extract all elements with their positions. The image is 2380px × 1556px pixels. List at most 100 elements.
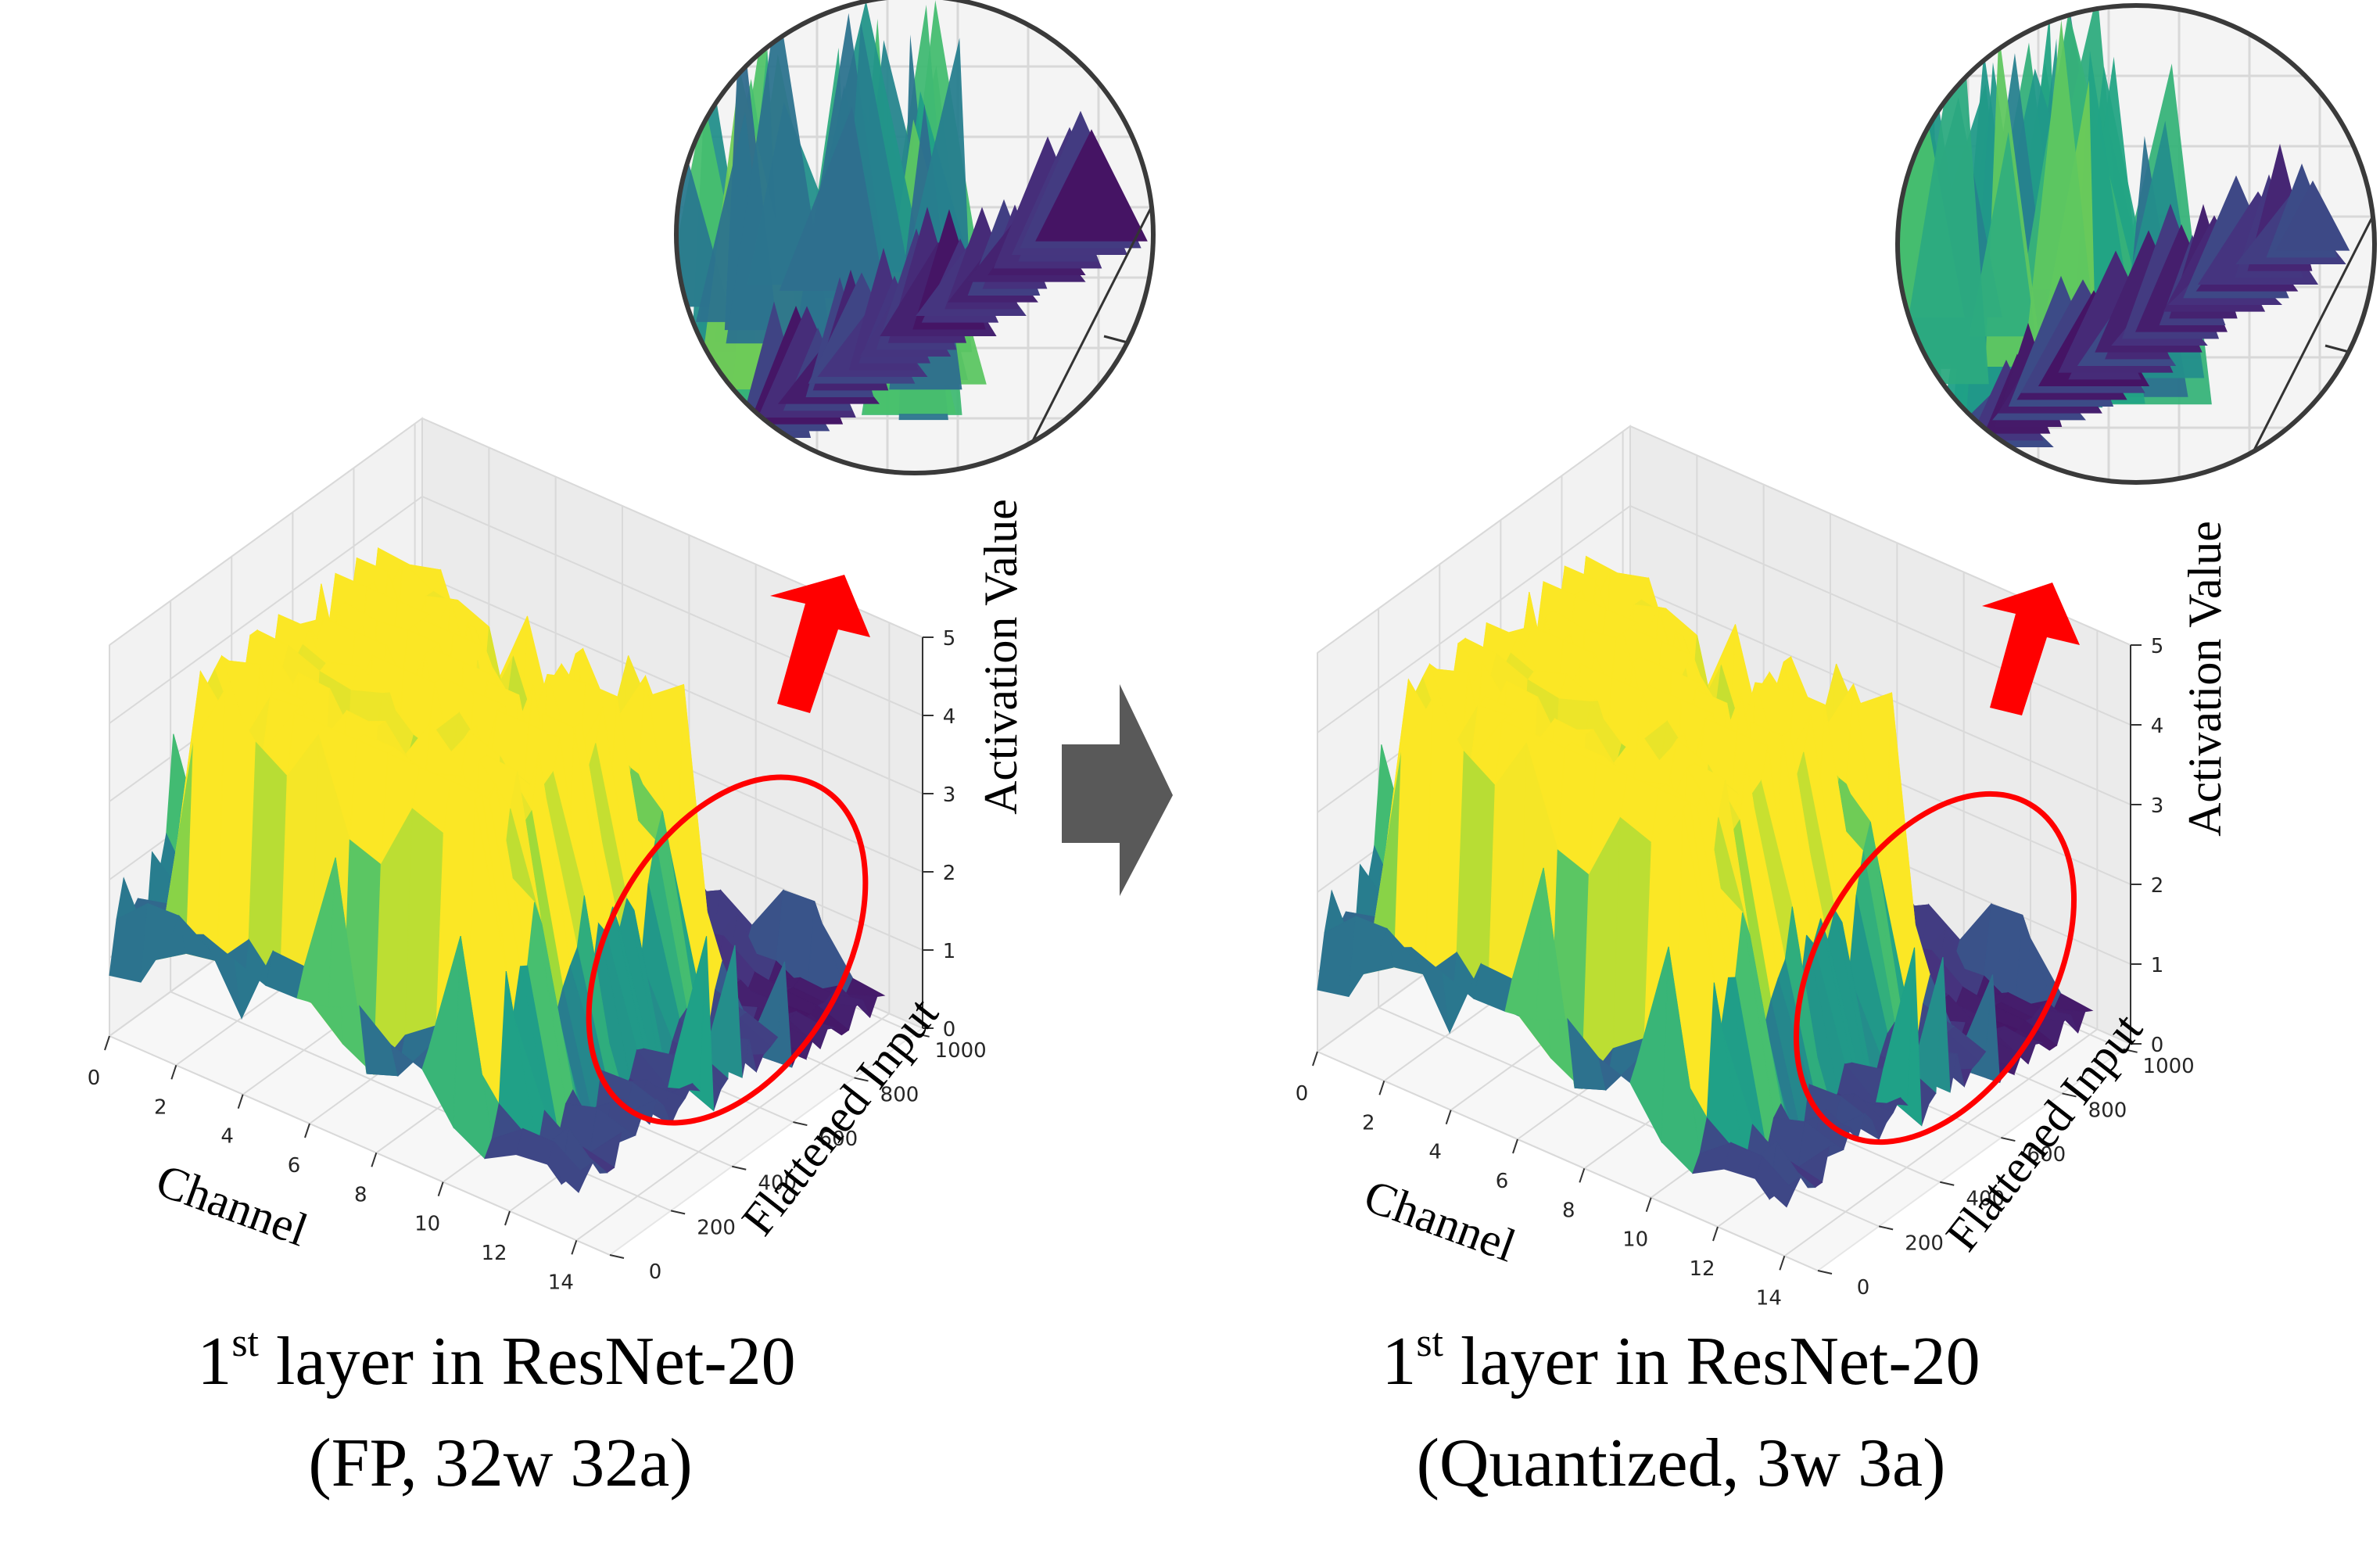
x-tick-mark — [304, 1123, 310, 1138]
surface-facet — [547, 1141, 586, 1193]
zoom-tick-mark — [2276, 438, 2301, 447]
x-tick-mark — [237, 1094, 244, 1109]
z-tick-label: 0 — [943, 1018, 956, 1042]
y-tick-labels: 0 200 400 600 800 1000 — [1817, 1048, 2195, 1300]
y-tick-label: 800 — [880, 1083, 919, 1106]
y-tick-mark — [1878, 1225, 1894, 1231]
x-tick-label: 0 — [88, 1067, 101, 1090]
z-tick-label: 3 — [943, 783, 956, 807]
surface-plot — [1317, 555, 2094, 1208]
y-tick-label: 400 — [1966, 1188, 2005, 1211]
y-tick-label: 1000 — [2143, 1055, 2195, 1078]
highlight-ellipse — [586, 774, 869, 1126]
caption-superscript: st — [1416, 1321, 1443, 1365]
y-tick-label: 600 — [819, 1128, 858, 1151]
z-tick-label: 3 — [2151, 794, 2164, 818]
x-tick-labels: 0 2 4 6 8 10 12 14 — [88, 1035, 578, 1294]
zoom-tick-label: 800 — [1137, 339, 1196, 375]
zoom-tick-label: 600 — [1088, 433, 1148, 469]
y-tick-mark — [1817, 1270, 1833, 1275]
x-tick-label: 6 — [288, 1154, 301, 1178]
x-tick-mark — [1779, 1256, 1786, 1271]
caption-rest: layer in ResNet-20 — [1443, 1324, 1980, 1400]
zoom-tick-label: 1000 — [1185, 246, 1265, 281]
y-tick-label: 800 — [2088, 1099, 2127, 1122]
increase-arrow-icon — [770, 575, 870, 713]
caption-line-2: (Quantized, 3w 3a) — [1417, 1425, 1946, 1501]
caption-number: 1 — [1382, 1324, 1416, 1400]
zoom-frame — [1895, 3, 2377, 485]
x-tick-label: 8 — [354, 1183, 367, 1206]
surface-facet — [1755, 1155, 1794, 1208]
y-tick-mark — [732, 1165, 747, 1171]
y-tick-label: 200 — [697, 1216, 736, 1239]
zoom-tick-mark — [1055, 428, 1080, 438]
x-tick-label: 10 — [414, 1213, 440, 1236]
x-tick-mark — [571, 1240, 578, 1255]
caption-line-1: 1st layer in ResNet-20 — [1382, 1321, 1980, 1400]
x-tick-mark — [1645, 1197, 1652, 1212]
x-tick-mark — [1312, 1051, 1318, 1067]
y-tick-mark — [609, 1254, 625, 1259]
z-tick-label: 4 — [943, 705, 956, 729]
caption-superscript: st — [231, 1321, 259, 1365]
x-tick-mark — [1445, 1110, 1452, 1124]
caption-line-1: 1st layer in ResNet-20 — [197, 1321, 795, 1400]
z-tick-label: 4 — [2151, 715, 2164, 738]
x-tick-mark — [1579, 1168, 1586, 1183]
z-tick-label: 1 — [943, 940, 956, 963]
y-tick-mark — [854, 1077, 869, 1082]
x-tick-label: 2 — [1362, 1111, 1375, 1135]
y-tick-mark — [670, 1210, 686, 1215]
zoom-tick-label: 800 — [2358, 349, 2380, 385]
y-tick-mark — [1940, 1181, 1955, 1186]
z-tick-label: 2 — [2151, 874, 2164, 898]
x-tick-label: 0 — [1296, 1082, 1309, 1106]
x-tick-labels: 0 2 4 6 8 10 12 14 — [1296, 1051, 1786, 1310]
z-tick-label: 5 — [2151, 635, 2164, 658]
caption-rest: layer in ResNet-20 — [259, 1324, 796, 1400]
z-axis-label: Activation Value — [2179, 521, 2231, 837]
zoom-tick-mark — [2324, 344, 2350, 353]
z-tick-label: 0 — [2151, 1034, 2164, 1057]
x-tick-label: 4 — [1428, 1141, 1442, 1164]
zoom-tick-mark — [1152, 241, 1153, 250]
x-tick-label: 4 — [220, 1125, 234, 1149]
highlight-ellipse — [1793, 791, 2077, 1145]
x-tick-mark — [1378, 1081, 1385, 1095]
y-tick-label: 200 — [1905, 1232, 1944, 1255]
x-tick-mark — [104, 1035, 110, 1051]
increase-arrow-icon — [1982, 583, 2080, 715]
y-tick-label: 600 — [2027, 1143, 2066, 1167]
x-tick-label: 8 — [1562, 1199, 1575, 1222]
z-tick-label: 5 — [943, 627, 956, 651]
z-tick-label: 2 — [943, 862, 956, 885]
x-tick-label: 2 — [154, 1095, 167, 1119]
y-tick-label: 1000 — [935, 1039, 987, 1063]
x-tick-label: 12 — [1689, 1257, 1715, 1281]
x-tick-mark — [1712, 1226, 1719, 1242]
y-tick-mark — [915, 1032, 930, 1038]
y-tick-mark — [2001, 1137, 2016, 1142]
zoom-frame — [674, 0, 1156, 475]
caption-line-2: (FP, 32w 32a) — [308, 1425, 692, 1501]
caption-number: 1 — [197, 1324, 231, 1400]
z-tick-labels: 0 1 2 3 4 5 — [2131, 635, 2163, 1057]
z-tick-label: 1 — [2151, 954, 2164, 977]
z-tick-labels: 0 1 2 3 4 5 — [923, 627, 955, 1042]
x-tick-label: 6 — [1496, 1170, 1509, 1193]
x-tick-mark — [371, 1153, 378, 1167]
x-tick-label: 12 — [481, 1242, 507, 1265]
y-tick-mark — [2123, 1048, 2138, 1053]
x-tick-mark — [1512, 1138, 1518, 1154]
zoom-inset: 600 800 1000 — [674, 0, 1265, 475]
x-tick-mark — [437, 1181, 444, 1196]
surface-plot — [109, 547, 886, 1193]
x-tick-mark — [504, 1210, 511, 1226]
y-tick-label: 400 — [758, 1172, 797, 1196]
x-tick-label: 10 — [1622, 1228, 1648, 1252]
